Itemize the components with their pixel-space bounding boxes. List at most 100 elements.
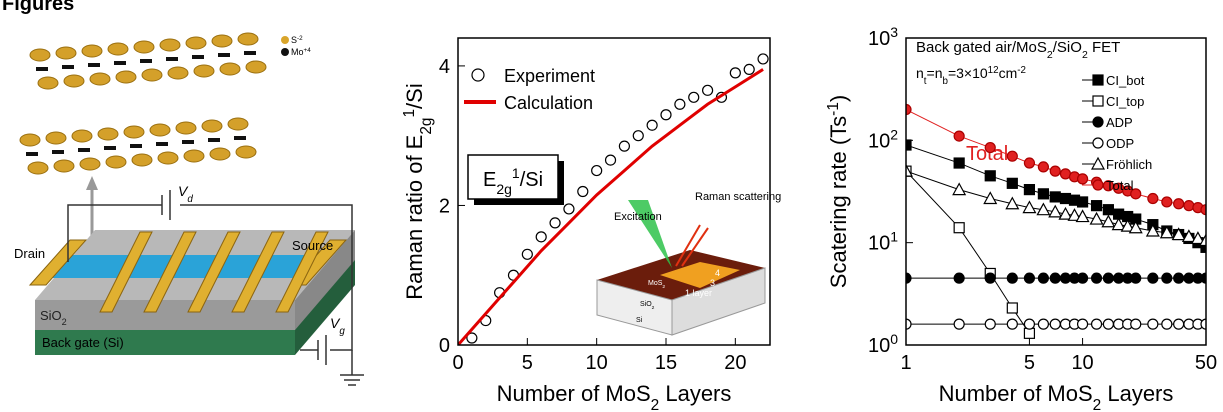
text-part: =3×10 [948, 65, 988, 81]
marker [564, 204, 574, 214]
marker [675, 99, 685, 109]
mo-atom [62, 65, 74, 69]
mo-atom [36, 67, 48, 71]
sulfur-atom [202, 120, 222, 132]
marker [1038, 189, 1048, 199]
marker [730, 68, 740, 78]
marker [1050, 319, 1060, 329]
sulfur-atom [212, 35, 232, 47]
sulfur-atom [46, 132, 66, 144]
text-part: n [916, 65, 924, 81]
sulfur-atom [108, 43, 128, 55]
text-part: /Si [520, 169, 543, 191]
tick-exp: 1 [890, 229, 898, 245]
y-axis-label: Raman ratio of E2g1/Si [401, 83, 435, 299]
marker [1093, 117, 1103, 127]
sulfur-atom [20, 134, 40, 146]
text-part: Back gated air/MoS [916, 39, 1047, 56]
marker [1078, 273, 1088, 283]
marker [522, 249, 532, 259]
sulfur-atom [28, 162, 48, 174]
marker [1007, 303, 1017, 313]
x-tick-label: 50 [1195, 352, 1217, 374]
mo-legend-dot [281, 48, 289, 56]
marker [1092, 273, 1102, 283]
mo-atom [88, 63, 100, 67]
text-part: Number of MoS [497, 381, 651, 406]
sulfur-atom [80, 158, 100, 170]
marker [578, 187, 588, 197]
marker [1024, 185, 1034, 195]
marker [592, 166, 602, 176]
tick-exp: 2 [890, 126, 898, 142]
marker [1078, 174, 1088, 184]
marker [984, 193, 996, 204]
marker [1174, 273, 1184, 283]
annotation: 3 [710, 278, 715, 288]
marker [1050, 273, 1060, 283]
x-tick-label: 20 [724, 352, 746, 374]
text-part: -2 [1017, 65, 1026, 76]
tick-base: 10 [868, 130, 890, 152]
marker [1038, 319, 1048, 329]
marker [1093, 180, 1103, 190]
annotation: 4 [715, 268, 720, 278]
mo-atom [130, 144, 142, 148]
s-legend-dot [281, 36, 289, 44]
sulfur-atom [38, 77, 58, 89]
sulfur-atom [54, 160, 74, 172]
marker [1093, 138, 1103, 148]
marker [703, 85, 713, 95]
heading: Figures [2, 0, 74, 15]
legend-entry: ADP [1082, 115, 1133, 130]
backgate-label: Back gate (Si) [42, 335, 124, 350]
tick-exp: 0 [890, 331, 898, 347]
marker [744, 64, 754, 74]
legend-entry: Experiment [472, 66, 595, 86]
marker [1024, 158, 1034, 168]
sulfur-atom [186, 37, 206, 49]
marker [985, 273, 995, 283]
sulfur-atom [236, 146, 256, 158]
x-tick-label: 10 [586, 352, 608, 374]
marker [633, 131, 643, 141]
device-diagram: Vd Vg Drain Source SiO2 Back gate (Si) S… [10, 30, 375, 402]
sulfur-atom [160, 39, 180, 51]
sulfur-atom [90, 73, 110, 85]
chart-subtitle: nt=nb=3×1012cm-2 [916, 65, 1026, 87]
text-part: 2g [418, 118, 435, 135]
marker [1078, 197, 1088, 207]
legend-entry: ODP [1082, 136, 1134, 151]
text-part: d [187, 194, 193, 205]
y-tick-label: 0 [439, 335, 450, 357]
marker [1148, 273, 1158, 283]
marker [1007, 319, 1017, 329]
x-axis-label: Number of MoS2 Layers [939, 381, 1174, 412]
annotation: Raman scattering [695, 191, 781, 203]
sulfur-atom [176, 122, 196, 134]
marker [1103, 273, 1113, 283]
marker [1093, 75, 1103, 85]
sulfur-atom [82, 45, 102, 57]
text-part: SiO [40, 308, 62, 323]
marker [536, 232, 546, 242]
sulfur-atom [72, 130, 92, 142]
sulfur-atom [116, 71, 136, 83]
marker [954, 273, 964, 283]
legend-label: ADP [1106, 115, 1133, 130]
mo-atom [26, 152, 38, 156]
marker [1103, 319, 1113, 329]
text-part: /Si [402, 83, 427, 109]
y-tick-label: 100 [868, 331, 898, 357]
chart-title: Back gated air/MoS2/SiO2 FET [916, 39, 1120, 61]
marker [1078, 319, 1088, 329]
text-part: ) [826, 95, 851, 102]
mo-atom [78, 148, 90, 152]
text-part: FET [1088, 39, 1121, 56]
marker [1038, 273, 1048, 283]
text-part: Raman ratio of E [402, 135, 427, 300]
mo-atom [234, 136, 246, 140]
mo-atom [156, 142, 168, 146]
marker [1174, 199, 1184, 209]
marker [1038, 162, 1048, 172]
